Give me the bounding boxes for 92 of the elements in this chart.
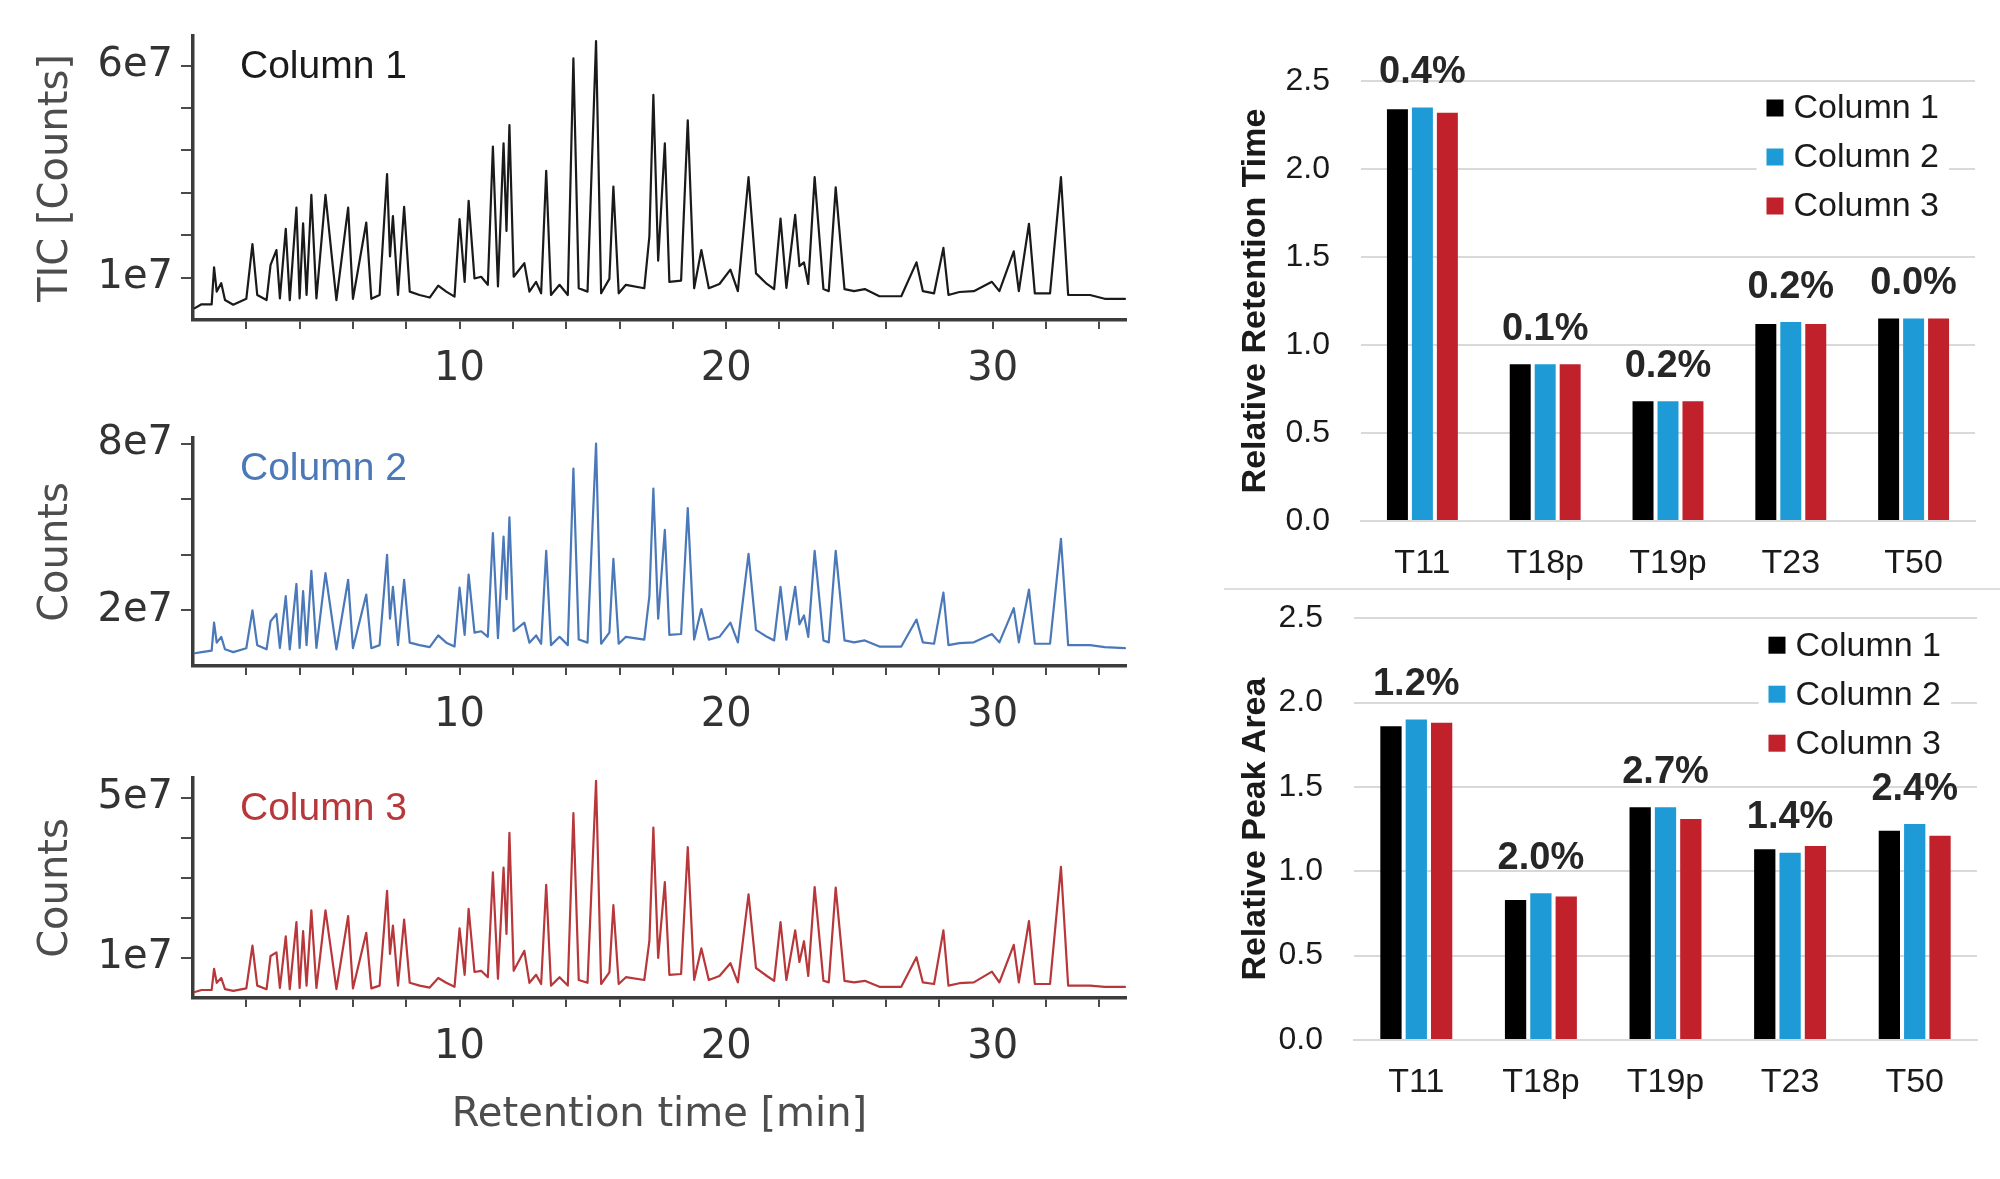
bar [1380, 726, 1402, 1039]
x-tick-label: T11 [1394, 541, 1451, 580]
x-tick-label: 30 [967, 1021, 1019, 1068]
bar [1534, 364, 1556, 520]
y-axis-title: Counts [30, 818, 77, 958]
y-tick-label: 2.0 [1278, 682, 1323, 719]
y-tick-label: 0.0 [1278, 1019, 1323, 1056]
y-tick-label: 1.5 [1285, 236, 1330, 273]
x-tick-label: 10 [434, 343, 486, 390]
bar [1779, 852, 1801, 1039]
annotation: 0.0% [1870, 260, 1957, 303]
annotation: 2.0% [1497, 834, 1585, 877]
x-tick-label: 30 [967, 689, 1019, 736]
bar [1632, 401, 1654, 520]
legend-label: Column 3 [1795, 722, 1941, 761]
x-tick-label: T23 [1761, 541, 1821, 580]
bar [1657, 401, 1679, 520]
y-axis-title: Counts [30, 482, 77, 622]
bar [1682, 401, 1704, 520]
bar [1411, 107, 1433, 520]
bar [1504, 899, 1527, 1039]
x-tick-label: T18p [1502, 1060, 1580, 1099]
bar [1629, 807, 1651, 1039]
series-label: Column 2 [240, 445, 407, 489]
y-tick-label: 1.5 [1278, 766, 1323, 803]
bar [1929, 835, 1951, 1039]
x-axis-title: Retention time [min] [451, 1089, 868, 1136]
y-tick-label: 1.0 [1278, 851, 1323, 888]
y-tick-label: 2.0 [1285, 148, 1330, 185]
series-label: Column 3 [240, 785, 407, 829]
x-tick-label: T19p [1629, 541, 1707, 580]
x-tick-label: T50 [1884, 541, 1943, 580]
annotation: 1.4% [1746, 794, 1834, 837]
annotation: 0.1% [1501, 305, 1589, 348]
bar [1430, 722, 1453, 1039]
x-tick-label: 10 [434, 1021, 486, 1068]
bar [1804, 845, 1827, 1039]
bar [1754, 849, 1776, 1039]
y-axis-title: Relative Retention Time [1233, 108, 1272, 494]
bar [1405, 719, 1427, 1039]
y-tick-label: 0.5 [1278, 935, 1323, 972]
bar [1530, 893, 1552, 1039]
bar [1878, 830, 1901, 1039]
legend-label: Column 3 [1793, 185, 1939, 224]
x-tick-label: T19p [1626, 1060, 1705, 1099]
bar [1555, 896, 1577, 1039]
bar [1805, 323, 1827, 520]
legend-label: Column 1 [1795, 624, 1941, 663]
y-tick-label: 2.5 [1285, 60, 1330, 97]
text: Column 1 [240, 43, 407, 87]
annotation: 2.7% [1622, 748, 1709, 791]
bar [1386, 109, 1408, 520]
y-tick-label: 1e7 [97, 251, 173, 297]
x-tick-label: T18p [1506, 541, 1584, 580]
bar [1680, 818, 1702, 1039]
x-tick-label: 20 [700, 343, 752, 390]
y-tick-label: 0.5 [1285, 412, 1330, 449]
legend-label: Column 2 [1793, 136, 1939, 175]
y-tick-label: 2e7 [97, 583, 173, 630]
x-tick-label: T11 [1388, 1060, 1445, 1099]
bar [1878, 318, 1900, 520]
bar [1559, 364, 1581, 520]
y-tick-label: 8e7 [97, 416, 173, 463]
bar [1904, 824, 1926, 1039]
annotation: 0.4% [1379, 48, 1466, 91]
x-tick-label: 30 [967, 343, 1019, 390]
bar [1509, 364, 1531, 520]
y-axis-title: TIC [Counts] [30, 54, 77, 303]
y-axis-title: Relative Peak Area [1233, 676, 1272, 981]
bar [1903, 318, 1925, 520]
y-tick-label: 2.5 [1278, 598, 1323, 635]
annotation: 0.2% [1624, 342, 1712, 385]
annotation: 2.4% [1871, 765, 1959, 808]
y-tick-label: 1e7 [97, 931, 173, 978]
x-tick-label: 20 [700, 689, 752, 736]
annotation: 0.2% [1747, 263, 1835, 306]
annotation: 1.2% [1372, 660, 1460, 703]
x-tick-label: 20 [700, 1021, 752, 1068]
x-tick-label: T50 [1885, 1060, 1944, 1099]
y-tick-label: 0.0 [1285, 500, 1330, 537]
legend-label: Column 2 [1795, 673, 1941, 712]
y-tick-label: 5e7 [97, 771, 173, 818]
bar [1654, 807, 1677, 1039]
legend-label: Column 1 [1793, 87, 1939, 126]
bar [1928, 318, 1950, 520]
bar [1436, 112, 1458, 520]
bar [1780, 322, 1802, 520]
x-tick-label: 10 [434, 689, 486, 736]
x-tick-label: T23 [1760, 1060, 1820, 1099]
bar [1755, 323, 1777, 520]
y-tick-label: 6e7 [97, 39, 173, 86]
y-tick-label: 1.0 [1285, 324, 1330, 361]
